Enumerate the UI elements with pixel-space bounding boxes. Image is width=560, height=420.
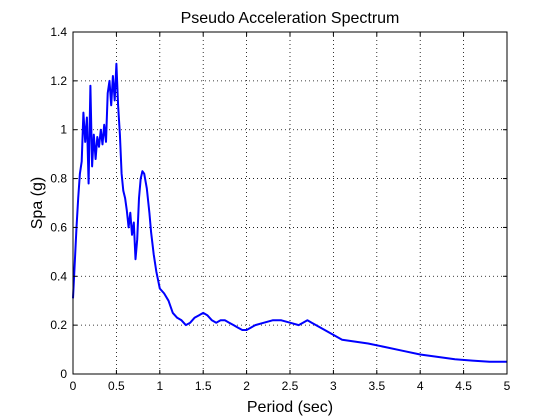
x-tick-label: 4.5 — [455, 379, 472, 393]
x-tick-labels: 0 0.5 1 1.5 2 2.5 3 3.5 4 4.5 5 — [70, 379, 511, 393]
x-tick-label: 1.5 — [195, 379, 212, 393]
y-tick-label: 0.2 — [50, 318, 67, 332]
x-tick-label: 3.5 — [368, 379, 385, 393]
y-tick-label: 1.4 — [50, 25, 67, 39]
x-tick-label: 5 — [504, 379, 511, 393]
x-tick-label: 2 — [243, 379, 250, 393]
x-tick-label: 0.5 — [108, 379, 125, 393]
y-tick-label: 1.2 — [50, 74, 67, 88]
x-tick-label: 4 — [417, 379, 424, 393]
chart-title: Pseudo Acceleration Spectrum — [181, 10, 400, 27]
series-line — [72, 62, 507, 363]
x-tick-label: 0 — [70, 379, 77, 393]
y-tick-label: 0.6 — [50, 220, 67, 234]
x-tick-label: 2.5 — [282, 379, 299, 393]
x-tick-label: 3 — [330, 379, 337, 393]
y-axis-title: Spa (g) — [29, 177, 46, 229]
y-tick-label: 1 — [60, 123, 67, 137]
series-group — [72, 62, 507, 363]
y-tick-label: 0.4 — [50, 269, 67, 283]
y-tick-label: 0.8 — [50, 172, 67, 186]
x-axis-title: Period (sec) — [247, 399, 333, 416]
y-tick-labels: 0 0.2 0.4 0.6 0.8 1 1.2 1.4 — [50, 25, 67, 381]
ticks — [72, 31, 508, 375]
y-tick-label: 0 — [60, 367, 67, 381]
x-tick-label: 1 — [156, 379, 163, 393]
